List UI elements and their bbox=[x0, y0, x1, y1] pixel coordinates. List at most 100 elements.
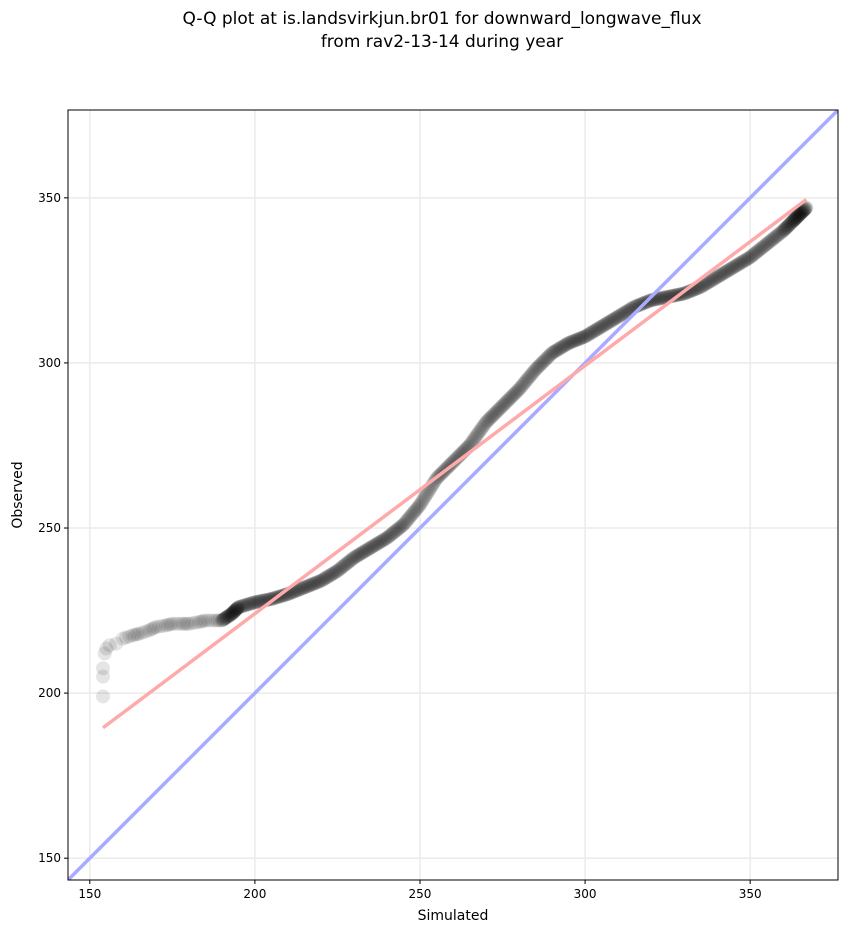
qq-point bbox=[614, 307, 629, 322]
qq-point bbox=[220, 609, 235, 624]
qq-point bbox=[702, 274, 717, 289]
qq-point bbox=[222, 608, 237, 623]
qq-point bbox=[527, 363, 542, 378]
grid bbox=[68, 110, 838, 880]
qq-point bbox=[379, 530, 394, 545]
qq-point bbox=[317, 571, 332, 586]
qq-point bbox=[784, 215, 799, 230]
qq-point bbox=[488, 405, 503, 420]
qq-point bbox=[168, 616, 183, 631]
qq-point bbox=[102, 638, 117, 653]
qq-point bbox=[377, 532, 392, 547]
qq-point bbox=[485, 408, 500, 423]
qq-point bbox=[244, 596, 259, 611]
qq-point bbox=[398, 515, 413, 530]
qq-point bbox=[700, 276, 715, 291]
qq-point bbox=[759, 237, 774, 252]
qq-point bbox=[611, 309, 626, 324]
qq-point bbox=[240, 597, 255, 612]
qq-point bbox=[148, 620, 163, 635]
qq-point bbox=[503, 391, 518, 406]
qq-point bbox=[242, 596, 257, 611]
qq-point bbox=[776, 223, 791, 238]
reference-line bbox=[68, 110, 838, 880]
qq-point bbox=[243, 596, 258, 611]
qq-point bbox=[171, 616, 186, 631]
qq-point bbox=[468, 430, 483, 445]
qq-point bbox=[609, 310, 624, 325]
qq-point bbox=[229, 602, 244, 617]
qq-point bbox=[712, 268, 727, 283]
qq-point bbox=[656, 290, 671, 305]
qq-point bbox=[342, 554, 357, 569]
qq-point bbox=[695, 278, 710, 293]
qq-point bbox=[306, 576, 321, 591]
qq-point bbox=[481, 413, 496, 428]
qq-point bbox=[231, 600, 246, 615]
qq-point bbox=[613, 308, 628, 323]
qq-point bbox=[233, 599, 248, 614]
qq-point bbox=[361, 542, 376, 557]
qq-point bbox=[385, 526, 400, 541]
qq-point bbox=[351, 548, 366, 563]
qq-point bbox=[607, 311, 622, 326]
qq-point bbox=[326, 566, 341, 581]
qq-point bbox=[696, 278, 711, 292]
qq-point bbox=[349, 549, 364, 564]
qq-point bbox=[725, 260, 740, 275]
qq-point bbox=[743, 250, 758, 265]
qq-point bbox=[655, 290, 670, 305]
qq-point bbox=[416, 492, 431, 507]
qq-point bbox=[97, 646, 112, 661]
qq-point bbox=[579, 328, 594, 343]
qq-point bbox=[215, 613, 230, 628]
qq-point bbox=[236, 598, 251, 613]
qq-point bbox=[309, 575, 324, 590]
qq-point bbox=[587, 323, 602, 338]
qq-point bbox=[293, 582, 308, 597]
qq-point bbox=[384, 527, 399, 542]
qq-point bbox=[179, 616, 194, 631]
qq-point bbox=[557, 338, 572, 353]
qq-point bbox=[766, 231, 781, 246]
qq-point bbox=[567, 333, 582, 348]
qq-point bbox=[554, 340, 569, 355]
qq-point bbox=[574, 330, 589, 345]
qq-point bbox=[142, 623, 157, 638]
qq-point bbox=[553, 340, 568, 355]
qq-point bbox=[545, 346, 560, 361]
qq-point bbox=[341, 555, 356, 570]
qq-point bbox=[132, 626, 147, 641]
qq-point bbox=[569, 333, 584, 348]
qq-point bbox=[510, 383, 525, 398]
qq-point bbox=[529, 361, 544, 376]
qq-point bbox=[710, 270, 725, 285]
qq-point bbox=[196, 614, 211, 629]
qq-point bbox=[792, 207, 807, 222]
qq-point bbox=[418, 489, 433, 504]
qq-point bbox=[299, 579, 314, 594]
qq-point bbox=[744, 249, 759, 264]
qq-point bbox=[376, 532, 391, 547]
qq-point bbox=[590, 322, 605, 337]
qq-point bbox=[770, 228, 785, 243]
qq-point bbox=[397, 516, 412, 531]
qq-point bbox=[576, 329, 591, 344]
qq-point bbox=[407, 504, 422, 519]
qq-point bbox=[165, 616, 180, 631]
qq-point bbox=[448, 452, 463, 467]
qq-point bbox=[486, 407, 501, 422]
qq-point bbox=[532, 358, 547, 373]
qq-point bbox=[300, 579, 315, 594]
qq-point bbox=[742, 250, 757, 265]
qq-point bbox=[417, 490, 432, 505]
qq-point bbox=[291, 582, 306, 597]
qq-point bbox=[222, 608, 237, 623]
qq-point bbox=[561, 336, 576, 351]
qq-point bbox=[550, 342, 565, 357]
qq-point bbox=[764, 233, 779, 248]
qq-point bbox=[564, 334, 579, 349]
qq-point bbox=[239, 597, 254, 612]
qq-point bbox=[466, 432, 481, 447]
qq-point bbox=[538, 352, 553, 367]
